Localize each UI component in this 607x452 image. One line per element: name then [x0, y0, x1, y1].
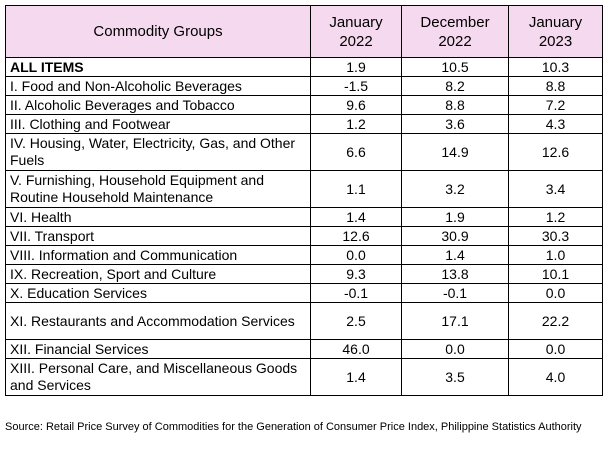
cell-january-2022: 46.0	[310, 339, 402, 359]
table-row: I. Food and Non-Alcoholic Beverages -1.5…	[5, 76, 603, 96]
header-december-2022: December 2022	[401, 5, 509, 58]
header-commodity-groups-text: Commodity Groups	[93, 23, 223, 40]
cell-december-2022: 3.2	[401, 170, 509, 208]
cell-december-2022: 13.8	[401, 264, 509, 284]
row-label: XII. Financial Services	[5, 339, 311, 359]
table-row: XI. Restaurants and Accommodation Servic…	[5, 302, 603, 340]
table-row: III. Clothing and Footwear 1.2 3.6 4.3	[5, 114, 603, 134]
cell-january-2022: 6.6	[310, 133, 402, 171]
row-label: V. Furnishing, Household Equipment and R…	[5, 170, 311, 208]
cell-december-2022: 17.1	[401, 302, 509, 340]
table-row: VII. Transport 12.6 30.9 30.3	[5, 226, 603, 246]
header-january-2023-year: 2023	[538, 32, 573, 50]
cell-january-2022: 1.4	[310, 358, 402, 396]
cell-january-2022: 0.0	[310, 245, 402, 265]
row-label: XI. Restaurants and Accommodation Servic…	[5, 302, 311, 340]
header-december-2022-month: December	[420, 13, 490, 31]
cell-january-2023: 1.0	[508, 245, 603, 265]
row-label: I. Food and Non-Alcoholic Beverages	[5, 76, 311, 96]
cell-january-2022: 2.5	[310, 302, 402, 340]
cell-january-2022: 1.2	[310, 114, 402, 134]
row-label: IX. Recreation, Sport and Culture	[5, 264, 311, 284]
cell-december-2022: 0.0	[401, 339, 509, 359]
commodity-table-container: Commodity Groups January 2022 December 2…	[5, 5, 603, 396]
row-label: III. Clothing and Footwear	[5, 114, 311, 134]
row-label: VII. Transport	[5, 226, 311, 246]
cell-december-2022: 30.9	[401, 226, 509, 246]
cell-january-2023: 30.3	[508, 226, 603, 246]
cell-january-2023: 8.8	[508, 76, 603, 96]
header-january-2022: January 2022	[310, 5, 402, 58]
table-row: XIII. Personal Care, and Miscellaneous G…	[5, 358, 603, 396]
header-january-2022-month: January	[329, 13, 383, 31]
cell-december-2022: 3.6	[401, 114, 509, 134]
commodity-price-table: Commodity Groups January 2022 December 2…	[5, 5, 603, 396]
table-row: VI. Health 1.4 1.9 1.2	[5, 207, 603, 227]
cell-december-2022: 8.8	[401, 95, 509, 115]
cell-december-2022: 10.5	[401, 57, 509, 77]
header-january-2023-month: January	[528, 13, 583, 31]
header-december-2022-year: 2022	[438, 32, 472, 50]
cell-january-2022: 1.4	[310, 207, 402, 227]
cell-january-2022: 12.6	[310, 226, 402, 246]
cell-january-2023: 10.1	[508, 264, 603, 284]
table-row: VIII. Information and Communication 0.0 …	[5, 245, 603, 265]
row-label: X. Education Services	[5, 283, 311, 303]
cell-january-2022: -0.1	[310, 283, 402, 303]
cell-december-2022: 8.2	[401, 76, 509, 96]
table-row: XII. Financial Services 46.0 0.0 0.0	[5, 339, 603, 359]
cell-january-2023: 12.6	[508, 133, 603, 171]
cell-december-2022: 3.5	[401, 358, 509, 396]
row-label: ALL ITEMS	[5, 57, 311, 77]
cell-january-2023: 0.0	[508, 339, 603, 359]
cell-january-2023: 3.4	[508, 170, 603, 208]
header-january-2022-year: 2022	[339, 32, 373, 50]
row-label: II. Alcoholic Beverages and Tobacco	[5, 95, 311, 115]
cell-january-2023: 4.0	[508, 358, 603, 396]
cell-january-2023: 4.3	[508, 114, 603, 134]
cell-december-2022: 1.9	[401, 207, 509, 227]
cell-january-2023: 22.2	[508, 302, 603, 340]
cell-january-2023: 7.2	[508, 95, 603, 115]
cell-january-2023: 10.3	[508, 57, 603, 77]
cell-december-2022: 14.9	[401, 133, 509, 171]
source-note: Source: Retail Price Survey of Commoditi…	[5, 421, 582, 433]
cell-january-2022: 1.1	[310, 170, 402, 208]
header-commodity-groups: Commodity Groups	[5, 5, 311, 58]
cell-january-2022: 9.6	[310, 95, 402, 115]
row-label: VIII. Information and Communication	[5, 245, 311, 265]
cell-january-2022: 9.3	[310, 264, 402, 284]
cell-january-2022: 1.9	[310, 57, 402, 77]
row-label: IV. Housing, Water, Electricity, Gas, an…	[5, 133, 311, 171]
table-row: II. Alcoholic Beverages and Tobacco 9.6 …	[5, 95, 603, 115]
table-row: X. Education Services -0.1 -0.1 0.0	[5, 283, 603, 303]
table-row-all-items: ALL ITEMS 1.9 10.5 10.3	[5, 57, 603, 77]
table-row: IX. Recreation, Sport and Culture 9.3 13…	[5, 264, 603, 284]
cell-december-2022: -0.1	[401, 283, 509, 303]
cell-january-2022: -1.5	[310, 76, 402, 96]
row-label: VI. Health	[5, 207, 311, 227]
row-label: XIII. Personal Care, and Miscellaneous G…	[5, 358, 311, 396]
table-header-row: Commodity Groups January 2022 December 2…	[5, 5, 603, 58]
cell-january-2023: 1.2	[508, 207, 603, 227]
table-row: V. Furnishing, Household Equipment and R…	[5, 170, 603, 208]
cell-january-2023: 0.0	[508, 283, 603, 303]
cell-december-2022: 1.4	[401, 245, 509, 265]
table-row: IV. Housing, Water, Electricity, Gas, an…	[5, 133, 603, 171]
header-january-2023: January 2023	[508, 5, 603, 58]
